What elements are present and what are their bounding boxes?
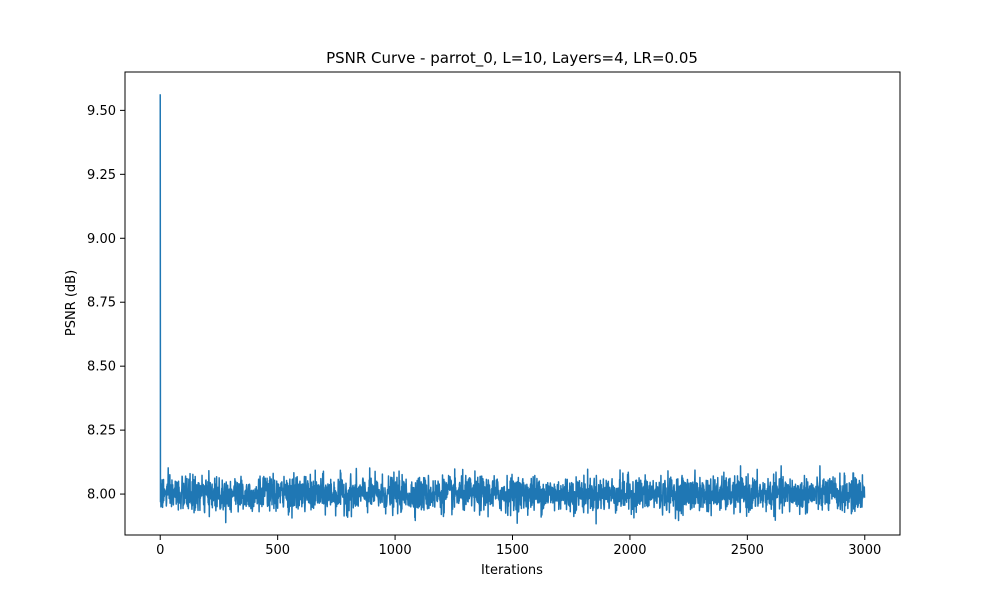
- y-tick-label: 8.50: [87, 360, 116, 375]
- x-tick-label: 2000: [613, 543, 646, 558]
- x-tick-label: 3000: [848, 543, 881, 558]
- y-tick-label: 8.75: [87, 296, 116, 311]
- ticks-layer: 0 500 1000 1500 2000 2500 3000 8.00 8.25 8.50 8.75…: [87, 104, 881, 558]
- y-tick-label: 9.50: [87, 104, 116, 119]
- x-tick-label: 2500: [731, 543, 764, 558]
- y-tick-label: 8.00: [87, 488, 116, 503]
- y-axis-label: PSNR (dB): [64, 270, 79, 336]
- x-tick-label: 1500: [496, 543, 529, 558]
- y-tick-label: 9.00: [87, 232, 116, 247]
- chart-title: PSNR Curve - parrot_0, L=10, Layers=4, L…: [326, 49, 698, 68]
- y-tick-label: 8.25: [87, 424, 116, 439]
- psnr-series-line: [159, 94, 866, 525]
- y-tick-label: 9.25: [87, 168, 116, 183]
- x-tick-label: 500: [265, 543, 290, 558]
- x-tick-label: 0: [156, 543, 164, 558]
- x-axis-label: Iterations: [481, 563, 543, 578]
- series-layer: [159, 94, 866, 525]
- x-tick-label: 1000: [379, 543, 412, 558]
